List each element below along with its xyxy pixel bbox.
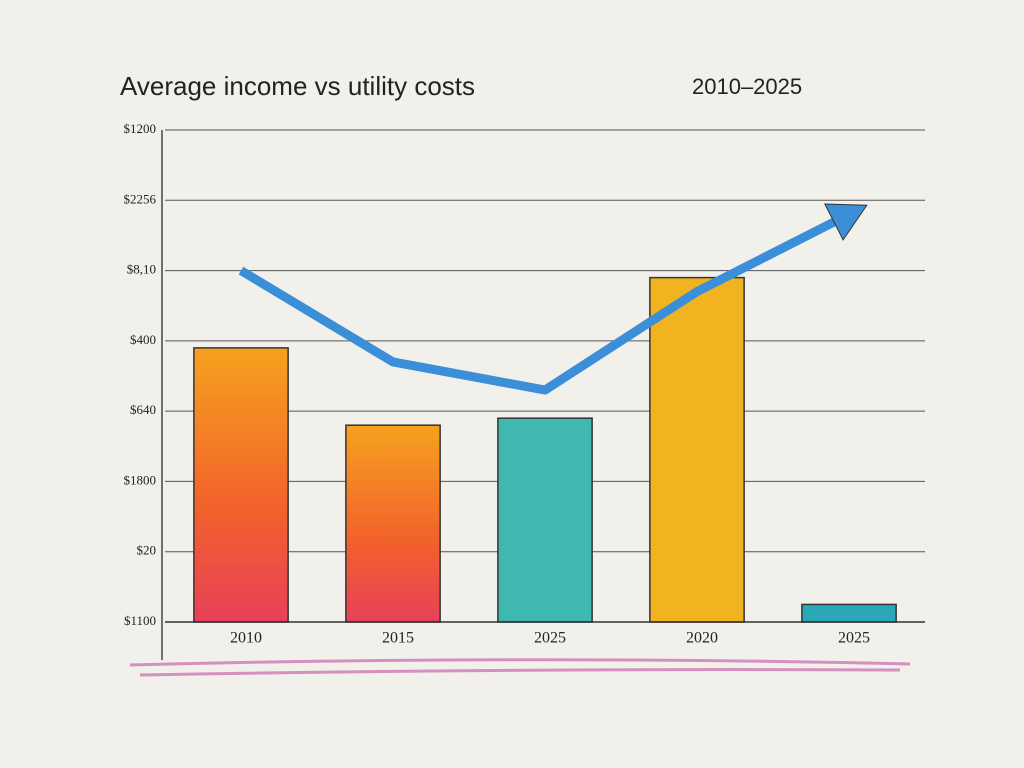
- bar: [649, 276, 745, 623]
- line: [238, 210, 852, 395]
- y-tick-label: $640: [130, 402, 156, 417]
- bar: [497, 417, 593, 623]
- bar: [345, 424, 441, 623]
- y-tick-label: $1100: [124, 613, 156, 628]
- y-tick-label: $1800: [124, 472, 157, 487]
- y-tick-label: $400: [130, 332, 156, 347]
- y-tick-label: $20: [137, 543, 157, 558]
- chart-title: Average income vs utility costs: [120, 71, 475, 101]
- x-tick-label: 2020: [686, 630, 718, 647]
- y-tick-label: $2256: [124, 191, 157, 206]
- bar: [193, 347, 289, 623]
- x-tick-label: 2015: [382, 630, 414, 647]
- x-tick-label: 2010: [230, 630, 262, 647]
- x-tick-label: 2025: [534, 630, 566, 647]
- chart-subtitle: 2010–2025: [692, 74, 802, 99]
- y-tick-label: $1200: [124, 121, 157, 136]
- arrow-head: [824, 203, 868, 241]
- bar: [801, 603, 897, 623]
- y-tick-label: $8,10: [127, 262, 156, 277]
- x-tick-label: 2025: [838, 630, 870, 647]
- decoration: [129, 658, 911, 677]
